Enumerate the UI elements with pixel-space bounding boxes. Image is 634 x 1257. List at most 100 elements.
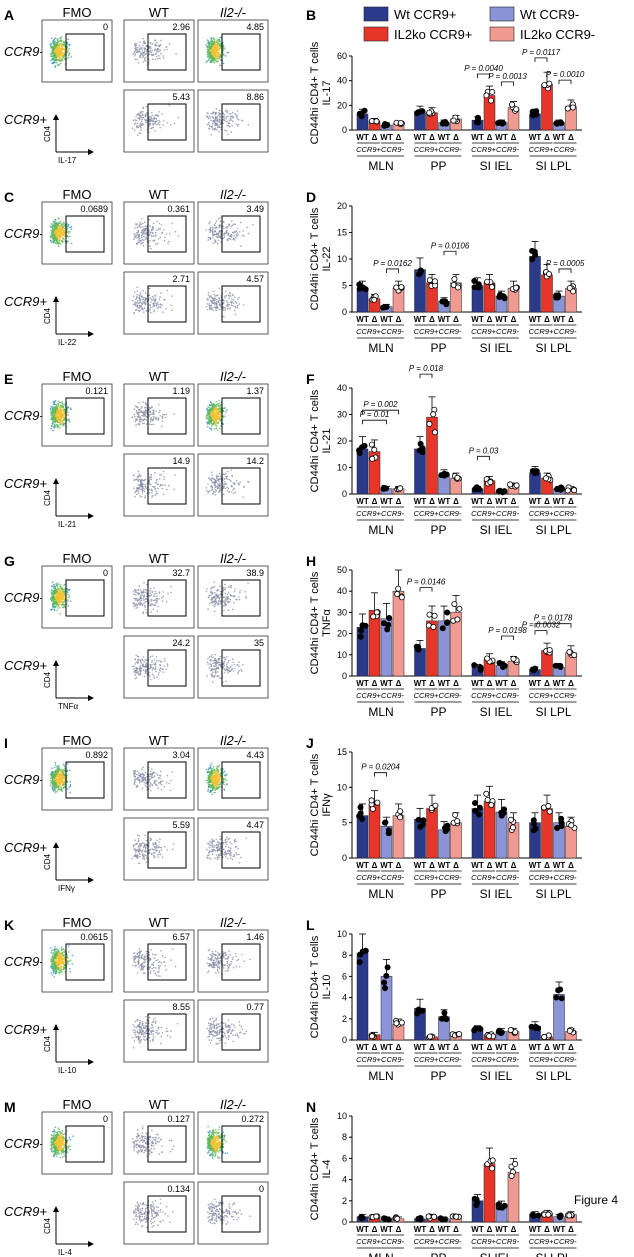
flow-event <box>240 245 242 247</box>
flow-event <box>165 413 168 416</box>
flow-event <box>58 63 61 66</box>
flow-event <box>225 118 227 120</box>
flow-event <box>228 126 231 128</box>
flow-event <box>151 112 153 114</box>
flow-event <box>211 231 214 234</box>
flow-event <box>212 58 215 61</box>
flow-event <box>133 52 136 54</box>
flow-event <box>161 415 164 418</box>
flow-event <box>211 474 213 477</box>
flow-event <box>68 596 70 598</box>
flow-event <box>216 298 218 301</box>
flow-event <box>137 658 139 660</box>
flow-event <box>68 419 70 421</box>
flow-header-il2ko: Il2-/- <box>220 5 247 20</box>
flow-event <box>214 59 216 62</box>
flow-event <box>212 50 215 52</box>
flow-event <box>137 672 140 675</box>
flow-event <box>59 423 62 426</box>
flow-event <box>141 418 143 421</box>
flow-event <box>140 306 142 309</box>
flow-event <box>141 594 143 596</box>
flow-event <box>133 55 136 57</box>
flow-event <box>137 661 139 663</box>
flow-event <box>231 125 233 127</box>
flow-event <box>144 50 146 52</box>
flow-plot-wt_pos: 14.9 <box>123 453 195 517</box>
flow-event <box>215 235 218 238</box>
flow-event <box>158 403 160 406</box>
flow-event <box>64 58 66 61</box>
flow-event <box>224 232 226 234</box>
flow-event <box>213 481 215 484</box>
flow-event <box>206 123 209 126</box>
flow-event <box>215 112 217 115</box>
flow-event <box>237 671 239 673</box>
flow-event <box>206 588 208 590</box>
flow-plot-wt_neg: 0.361 <box>123 201 195 265</box>
flow-event <box>209 41 212 44</box>
flow-event <box>140 110 142 113</box>
flow-event <box>146 583 148 586</box>
gate-box <box>221 33 261 71</box>
flow-event <box>211 425 213 427</box>
flow-event <box>210 112 212 115</box>
flow-event <box>156 307 158 309</box>
flow-event <box>149 46 152 48</box>
flow-event <box>142 401 144 404</box>
flow-event <box>228 124 230 127</box>
flow-event <box>60 58 62 61</box>
flow-event <box>141 489 144 491</box>
flow-event <box>52 587 55 589</box>
flow-event <box>222 586 225 589</box>
flow-event <box>138 224 141 226</box>
flow-event <box>212 302 215 305</box>
flow-event <box>60 56 62 59</box>
flow-event <box>53 603 55 605</box>
flow-event <box>57 59 59 61</box>
flow-event <box>138 48 140 50</box>
flow-event <box>63 408 65 411</box>
flow-event <box>217 236 219 239</box>
flow-event <box>224 592 226 595</box>
flow-event <box>53 609 56 612</box>
flow-event <box>144 485 147 488</box>
flow-event <box>214 58 216 60</box>
flow-event <box>135 297 138 300</box>
flow-event <box>233 309 236 312</box>
flow-event <box>69 769 71 772</box>
flow-event <box>145 612 148 614</box>
flow-event <box>134 491 136 494</box>
flow-event <box>56 242 59 245</box>
flow-event <box>135 224 137 226</box>
flow-event <box>155 55 158 58</box>
flow-event <box>60 401 62 404</box>
flow-event <box>171 222 174 225</box>
flow-event <box>226 124 228 127</box>
flow-event <box>155 597 158 600</box>
flow-event <box>154 40 157 42</box>
flow-plot-fmo: 0.892 <box>41 747 113 811</box>
flow-event <box>226 409 228 411</box>
flow-event <box>142 597 144 599</box>
flow-event <box>217 301 220 304</box>
flow-event <box>67 774 69 776</box>
cd4-axis-label: CD4 <box>43 489 52 506</box>
panel-letter-B: B <box>306 7 316 23</box>
flow-event <box>140 296 143 298</box>
flow-event <box>215 427 217 430</box>
flow-event <box>150 599 153 601</box>
flow-event <box>52 606 55 608</box>
flow-event <box>210 308 212 310</box>
flow-event <box>63 222 65 225</box>
cytokine-axis-label: IL-22 <box>58 338 77 347</box>
flow-event <box>67 763 69 765</box>
flow-event <box>207 297 209 300</box>
legend-label-3: IL2ko CCR9- <box>520 27 595 42</box>
flow-event <box>151 295 154 298</box>
flow-event <box>214 489 217 491</box>
flow-event <box>136 122 139 125</box>
flow-event <box>70 408 72 411</box>
flow-event <box>212 659 214 662</box>
flow-event <box>135 661 137 663</box>
